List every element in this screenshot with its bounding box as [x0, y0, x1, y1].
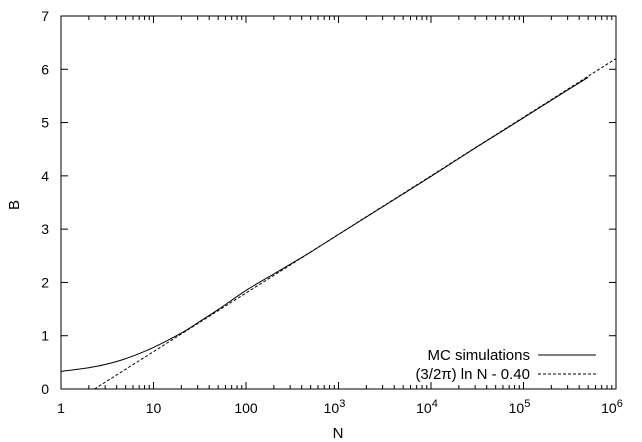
x-tick-label: 100 [234, 400, 258, 416]
x-tick-label: 105 [509, 398, 531, 416]
x-tick-label-base: 10 [601, 400, 617, 416]
legend-label-fit: (3/2π) ln N - 0.40 [415, 366, 530, 383]
plot-frame [60, 15, 617, 390]
x-tick-label-base: 10 [324, 400, 340, 416]
x-tick-label: 10 [146, 400, 162, 416]
legend-label-mc-simulations: MC simulations [427, 347, 530, 364]
x-tick-label-base: 10 [509, 400, 525, 416]
series-group [60, 58, 617, 390]
x-tick-label: 106 [601, 398, 623, 416]
x-tick-label: 104 [416, 398, 438, 416]
series-line-fit [94, 58, 617, 390]
y-axis-title: B [6, 200, 23, 210]
y-tick-label: 4 [41, 168, 49, 184]
x-tick-label: 1 [57, 400, 65, 416]
y-tick-label: 7 [41, 8, 49, 24]
legend: MC simulations (3/2π) ln N - 0.40 [415, 347, 596, 383]
x-tick-label-exponent: 6 [617, 398, 623, 410]
x-tick-label-exponent: 4 [432, 398, 438, 410]
y-tick-label: 3 [41, 221, 49, 237]
y-tick-label: 6 [41, 61, 49, 77]
x-tick-label-base: 10 [416, 400, 432, 416]
axis-ticks [60, 15, 617, 390]
y-tick-label: 5 [41, 115, 49, 131]
x-tick-label-exponent: 3 [339, 398, 345, 410]
series-line-mc-simulations [60, 76, 589, 372]
y-tick-label: 0 [41, 381, 49, 397]
x-tick-label: 103 [324, 398, 346, 416]
x-tick-label-exponent: 5 [524, 398, 530, 410]
y-tick-label: 2 [41, 274, 49, 290]
x-axis-title: N [333, 425, 344, 442]
y-tick-label: 1 [41, 328, 49, 344]
